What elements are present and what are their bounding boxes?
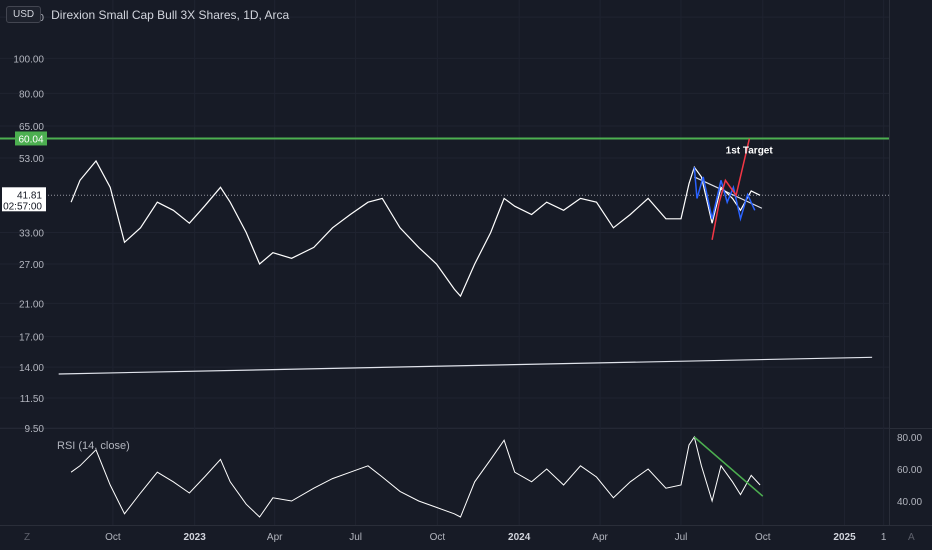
time-axis-label: Jul: [349, 532, 362, 543]
price-tick-label: 80.00: [19, 89, 44, 100]
time-axis-label: 1: [881, 532, 887, 543]
long-term-trendline[interactable]: [58, 356, 873, 375]
auto-scale-icon[interactable]: A: [908, 532, 915, 543]
price-tick-label: 53.00: [19, 154, 44, 165]
time-axis-label: Apr: [592, 532, 608, 543]
price-tick-label: 9.50: [25, 424, 45, 435]
bullish-projection-drawing[interactable]: [711, 138, 751, 240]
level-label: 60.04: [18, 134, 43, 145]
price-line: [70, 159, 761, 298]
bearish-wave-drawing[interactable]: [693, 167, 756, 222]
price-tick-label: 17.00: [19, 333, 44, 344]
rsi-label: RSI (14, close): [57, 440, 130, 452]
rsi-tick-label: 40.00: [897, 497, 922, 508]
time-axis-label: 2023: [184, 532, 207, 543]
price-tick-label: 11.50: [20, 394, 45, 405]
chart-title: Direxion Small Cap Bull 3X Shares, 1D, A…: [51, 7, 290, 22]
price-tick-label: 100.00: [13, 54, 44, 65]
countdown-label: 02:57:00: [3, 201, 42, 212]
target-annotation[interactable]: 1st Target: [726, 145, 774, 156]
rsi-line: [70, 435, 761, 518]
level-label-bg: [15, 131, 47, 146]
price-tick-label: 27.00: [19, 260, 44, 271]
wedge-trendline[interactable]: [694, 176, 763, 209]
price-tick-label: 21.00: [19, 299, 44, 310]
time-axis-label: 2025: [833, 532, 856, 543]
price-tick-label: 33.00: [19, 228, 44, 239]
time-axis-label: 2024: [508, 532, 531, 543]
time-axis-label: Oct: [430, 532, 446, 543]
rsi-trendline[interactable]: [693, 436, 764, 497]
price-tick-label: 14.00: [19, 363, 44, 374]
currency-button[interactable]: USD: [6, 6, 42, 23]
rsi-tick-label: 80.00: [897, 433, 922, 444]
last-price-label: 41.81: [17, 190, 42, 201]
zoom-icon[interactable]: Z: [24, 532, 31, 543]
time-axis-label: Oct: [105, 532, 121, 543]
last-price-label-bg: [2, 187, 46, 212]
chart-header: USD Direxion Small Cap Bull 3X Shares, 1…: [6, 6, 289, 23]
time-axis-label: Apr: [267, 532, 283, 543]
time-axis-label: Jul: [675, 532, 688, 543]
price-tick-label: 65.00: [19, 122, 44, 133]
time-axis-label: Oct: [755, 532, 771, 543]
rsi-tick-label: 60.00: [897, 465, 922, 476]
